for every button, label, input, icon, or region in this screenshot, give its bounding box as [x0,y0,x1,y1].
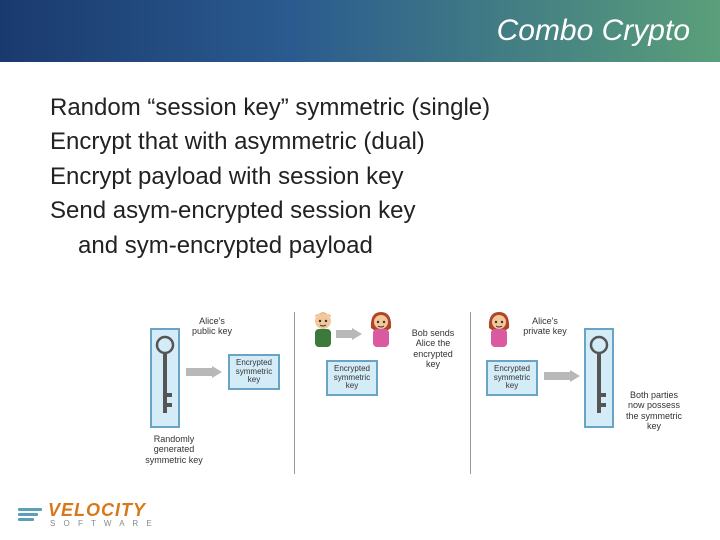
key-icon [155,333,175,423]
logo-brand: VELOCITY [48,500,146,520]
encrypted-key-box-1: Encrypted symmetric key [228,354,280,390]
separator-1 [294,312,295,474]
bullet-3: Encrypt payload with session key [50,161,680,193]
separator-2 [470,312,471,474]
bullet-4: Send asym-encrypted session key [50,195,680,227]
logo-bars-icon [18,508,42,521]
key-box-1 [150,328,180,428]
logo-sub: S O F T W A R E [48,519,155,528]
label-both-possess: Both parties now possess the symmetric k… [622,390,686,431]
person-alice-icon-2 [482,310,516,350]
title-bar: Combo Crypto [0,0,720,62]
label-bob-sends: Bob sends Alice the encrypted key [406,328,460,369]
bullet-5: and sym-encrypted payload [50,230,680,262]
person-bob-icon [306,310,340,350]
arrow-icon [544,370,580,382]
bullet-1: Random “session key” symmetric (single) [50,92,680,124]
label-alice-public: Alice's public key [190,316,234,337]
label-alice-private: Alice's private key [522,316,568,337]
velocity-logo: VELOCITY S O F T W A R E [18,500,155,528]
body-content: Random “session key” symmetric (single) … [0,62,720,274]
logo-text: VELOCITY S O F T W A R E [48,500,155,528]
key-box-2 [584,328,614,428]
arrow-icon [336,328,362,340]
bullet-2: Encrypt that with asymmetric (dual) [50,126,680,158]
page-title: Combo Crypto [497,14,690,48]
label-random-sym: Randomly generated symmetric key [144,434,204,465]
key-icon [589,333,609,423]
encrypted-key-box-2: Encrypted symmetric key [326,360,378,396]
person-alice-icon [364,310,398,350]
encrypted-key-box-3: Encrypted symmetric key [486,360,538,396]
arrow-icon [186,366,222,378]
crypto-diagram: Alice's public key Randomly generated sy… [150,310,690,480]
